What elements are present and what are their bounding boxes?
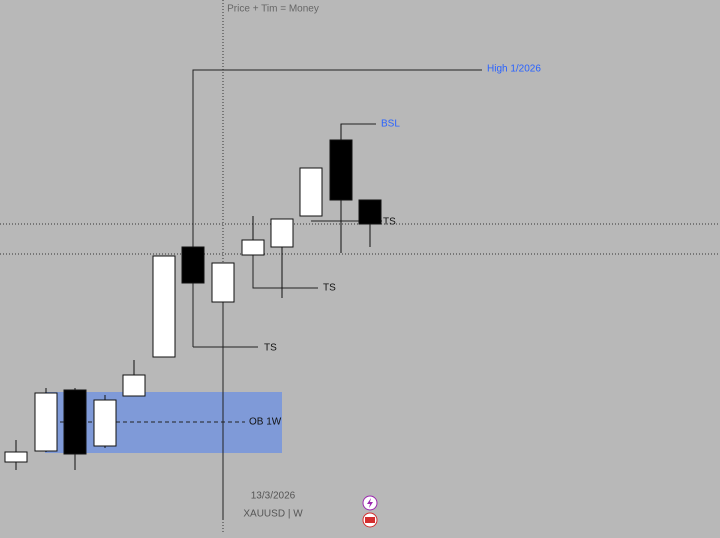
candle-body — [211, 262, 235, 303]
date-label: 13/3/2026 — [251, 491, 296, 502]
candle-body — [241, 239, 265, 256]
candle-body — [270, 218, 294, 248]
candle-body — [63, 389, 87, 455]
candles — [4, 124, 382, 470]
flag-glyph — [365, 517, 375, 523]
bsl-label: BSL — [381, 119, 400, 130]
flash-glyph — [367, 498, 373, 508]
candle-body — [329, 139, 353, 201]
title: Price + Tim = Money — [227, 4, 319, 15]
ob-label: OB 1W — [249, 417, 282, 428]
candle-body — [358, 199, 382, 225]
high-label: High 1/2026 — [487, 64, 541, 75]
candle-body — [122, 374, 146, 397]
candle-body — [34, 392, 58, 452]
candle-body — [93, 399, 117, 447]
symbol-label: XAUUSD | W — [243, 509, 303, 520]
ts-label: TS — [383, 217, 396, 228]
candle-body — [4, 451, 28, 463]
drawing-line — [252, 255, 318, 289]
ts-label: TS — [264, 343, 277, 354]
candle-body — [181, 246, 205, 284]
candle-body — [152, 255, 176, 358]
ts-label: TS — [323, 283, 336, 294]
candle-body — [299, 167, 323, 217]
